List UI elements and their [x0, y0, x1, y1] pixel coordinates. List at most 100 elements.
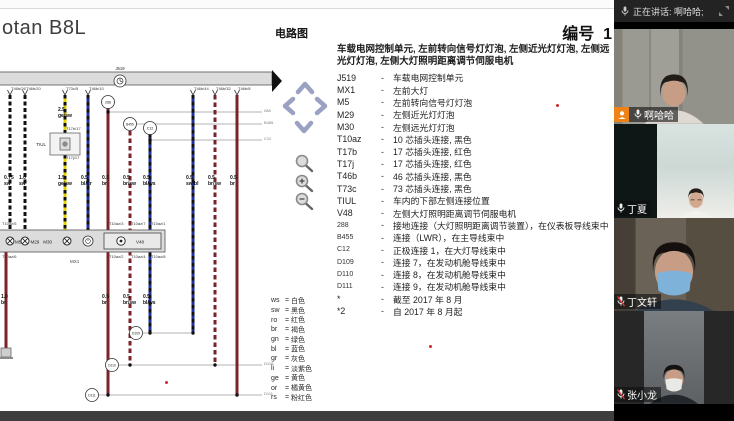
legend-code: *	[337, 294, 341, 305]
wiring-diagram: J519 TIUL	[0, 66, 282, 402]
svg-text:C12: C12	[147, 127, 154, 131]
wire-color-name: 黑色	[291, 307, 305, 315]
legend-description: 17 芯插头连接, 红色	[393, 159, 472, 170]
legend-code: MX1	[337, 85, 356, 96]
mic-icon	[617, 203, 625, 213]
zoom-in-icon[interactable]	[295, 174, 314, 193]
wire-color-row: bl = 蓝色	[271, 344, 312, 354]
legend-separator: -	[381, 232, 384, 243]
legend-row: J519 - 车载电网控制单元	[337, 72, 611, 84]
collapse-icon[interactable]	[718, 5, 730, 17]
wire-color-row: gn = 绿色	[271, 335, 312, 345]
legend-row: MX1 - 左前大灯	[337, 84, 611, 96]
wire-color-abbr: ro	[271, 316, 278, 324]
legend-code: *2	[337, 306, 346, 317]
legend-separator: -	[381, 183, 384, 194]
svg-text:B455: B455	[126, 123, 134, 127]
participant-tile-3[interactable]: 丁文轩	[614, 218, 734, 311]
scroll-left-icon[interactable]	[282, 96, 296, 116]
wire-color-abbr: li	[271, 365, 275, 373]
wire-color-equals: =	[284, 374, 290, 382]
clock-icon-mid	[82, 235, 94, 247]
legend-code: C12	[337, 246, 350, 254]
wire-color-equals: =	[284, 297, 290, 305]
mic-muted-icon	[617, 389, 625, 400]
svg-text:D110: D110	[108, 364, 116, 368]
legend-separator: -	[381, 281, 384, 292]
speaking-text: 正在讲话: 啊哈哈;	[633, 6, 704, 17]
wire-color-abbr: bl	[271, 345, 277, 353]
legend-separator: -	[381, 158, 384, 169]
wire-color-abbr: sw	[271, 307, 280, 315]
wire-color-equals: =	[284, 365, 290, 373]
scroll-up-icon[interactable]	[295, 81, 315, 95]
legend-code: T10az	[337, 134, 362, 145]
legend-code: 288	[337, 221, 349, 229]
legend-row: T17j - 17 芯插头连接, 红色	[337, 158, 611, 170]
wire-color-abbr: gn	[271, 336, 279, 344]
sheet-number: 编号 1	[562, 26, 612, 43]
wire-color-name: 灰色	[291, 355, 305, 363]
legend-description: 左侧近光灯灯泡	[393, 110, 455, 121]
scroll-down-icon[interactable]	[294, 120, 314, 134]
wire-color-equals: =	[284, 316, 290, 324]
legend-separator: -	[381, 269, 384, 280]
wire-color-equals: =	[284, 345, 290, 353]
tiul-connector: TIUL	[36, 132, 81, 156]
legend-description: 车载电网控制单元	[393, 73, 464, 84]
participant-tile-4[interactable]: 张小龙	[614, 311, 734, 404]
wire-color-name: 黄色	[291, 375, 305, 383]
wire-color-row: ws = 白色	[271, 296, 312, 306]
legend-description: 连接 8，在发动机舱导线束中	[393, 270, 506, 281]
legend-separator: -	[381, 85, 384, 96]
legend-description: 46 芯插头连接, 黑色	[393, 171, 472, 182]
participant-tile-2[interactable]: 丁夏	[614, 124, 734, 218]
legend-code: T17j	[337, 158, 355, 169]
legend-row: V48 - 左侧大灯照明距离调节伺服电机	[337, 207, 611, 219]
zoom-out-icon[interactable]	[295, 192, 314, 210]
wire-color-name: 绿色	[291, 336, 305, 344]
legend-row: * - 截至 2017 年 8 月	[337, 293, 611, 305]
legend-row: T73c - 73 芯插头连接, 黑色	[337, 182, 611, 195]
legend-row: T17b - 17 芯插头连接, 红色	[337, 145, 611, 158]
wire-color-row: sw = 黑色	[271, 306, 312, 316]
participant-video	[657, 124, 734, 218]
wire-color-abbr: gr	[271, 355, 278, 363]
wire-color-name: 白色	[291, 297, 305, 305]
svg-text:D111: D111	[88, 394, 96, 398]
legend-code: T17b	[337, 146, 358, 157]
wire-color-abbr: ge	[271, 374, 279, 382]
ground-component	[0, 347, 13, 359]
document-title: otan B8L	[2, 17, 87, 39]
mic-icon	[634, 109, 642, 119]
wire-color-equals: =	[284, 307, 290, 315]
wire-color-abbr: ws	[271, 297, 280, 305]
participant-name: 丁文轩	[627, 298, 657, 309]
legend-separator: -	[381, 97, 384, 108]
legend-description: 连接（LWR），在主导线束中	[393, 233, 505, 244]
wire-color-name: 粉红色	[291, 394, 312, 402]
legend-row: D110 - 连接 8，在发动机舱导线束中	[337, 268, 611, 281]
legend-row: TIUL - 车内的下部左侧连接位置	[337, 195, 611, 207]
m5-label: M5	[15, 240, 22, 245]
wire-color-row: br = 褐色	[271, 325, 312, 335]
continuation-arrow-icon	[272, 70, 282, 92]
legend-code: D111	[337, 283, 353, 291]
wire-color-row: gr = 灰色	[271, 354, 312, 364]
bus-bar-top	[0, 71, 273, 86]
legend-separator: -	[381, 109, 384, 120]
wire-color-row: or = 橘黄色	[271, 383, 312, 393]
legend-code: M29	[337, 109, 355, 120]
legend-row: D109 - 连接 7，在发动机舱导线束中	[337, 256, 611, 268]
zoom-reset-icon[interactable]	[295, 154, 314, 173]
legend-separator: -	[381, 257, 384, 268]
wire-color-equals: =	[284, 384, 290, 392]
v48-box	[103, 232, 162, 250]
window-top-strip	[0, 0, 614, 9]
wire-color-name: 橘黄色	[291, 385, 312, 393]
participant-tile-1[interactable]: 啊哈哈	[614, 29, 734, 124]
motor-icon	[116, 236, 126, 246]
legend-separator: -	[381, 146, 384, 157]
diagram-nav-controls	[282, 81, 328, 210]
scroll-right-icon[interactable]	[314, 96, 328, 116]
